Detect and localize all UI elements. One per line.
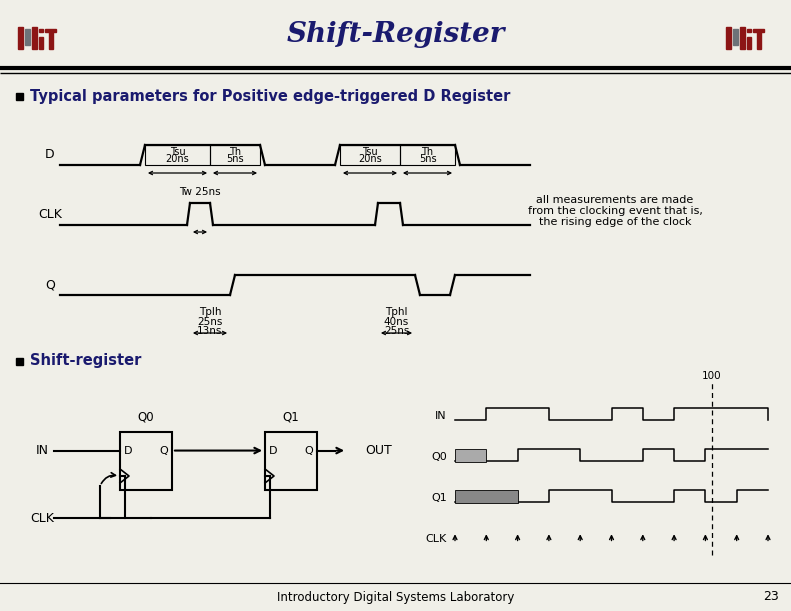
Text: Q: Q xyxy=(45,279,55,291)
Text: 20ns: 20ns xyxy=(165,154,189,164)
Text: Q: Q xyxy=(305,445,313,456)
Bar xyxy=(726,27,731,49)
Text: 5ns: 5ns xyxy=(418,154,437,164)
Text: CLK: CLK xyxy=(426,535,447,544)
Bar xyxy=(39,37,43,49)
Text: 20ns: 20ns xyxy=(358,154,382,164)
Bar xyxy=(400,145,455,165)
Text: 13ns: 13ns xyxy=(197,326,223,336)
Text: CLK: CLK xyxy=(38,208,62,222)
Text: Shift-register: Shift-register xyxy=(30,354,142,368)
Text: the rising edge of the clock: the rising edge of the clock xyxy=(539,217,691,227)
Bar xyxy=(145,145,210,165)
Text: Tsu: Tsu xyxy=(362,147,378,157)
Text: Tphl: Tphl xyxy=(385,307,407,317)
Text: 40ns: 40ns xyxy=(384,317,409,327)
Text: 100: 100 xyxy=(702,371,721,381)
Text: Q1: Q1 xyxy=(282,411,299,424)
Bar xyxy=(45,29,56,32)
Bar xyxy=(740,27,745,49)
Text: from the clocking event that is,: from the clocking event that is, xyxy=(528,206,702,216)
Text: Q1: Q1 xyxy=(431,493,447,503)
Bar xyxy=(25,29,30,45)
Text: Typical parameters for Positive edge-triggered D Register: Typical parameters for Positive edge-tri… xyxy=(30,89,510,103)
Bar xyxy=(757,31,761,49)
Bar xyxy=(753,29,764,32)
Bar xyxy=(16,358,23,365)
Text: Q: Q xyxy=(160,445,168,456)
Bar xyxy=(340,145,400,165)
Bar xyxy=(747,37,751,49)
Bar xyxy=(733,29,738,45)
Text: all measurements are made: all measurements are made xyxy=(536,195,694,205)
Text: 25ns: 25ns xyxy=(384,326,409,336)
Bar xyxy=(18,27,23,49)
Text: 23: 23 xyxy=(763,590,779,604)
Text: Q0: Q0 xyxy=(431,452,447,462)
Bar xyxy=(49,31,53,49)
Bar xyxy=(16,93,23,100)
Bar xyxy=(455,449,486,462)
Text: OUT: OUT xyxy=(365,444,392,457)
Text: Th: Th xyxy=(422,147,433,157)
Text: Introductory Digital Systems Laboratory: Introductory Digital Systems Laboratory xyxy=(277,590,514,604)
Bar xyxy=(455,490,517,503)
Text: Tw 25ns: Tw 25ns xyxy=(180,187,221,197)
Text: 25ns: 25ns xyxy=(197,317,223,327)
Text: Tsu: Tsu xyxy=(170,147,185,157)
Text: Q0: Q0 xyxy=(138,411,154,424)
Bar xyxy=(32,27,37,49)
Text: IN: IN xyxy=(36,444,48,457)
Text: IN: IN xyxy=(435,411,447,420)
Text: Shift-Register: Shift-Register xyxy=(286,21,505,48)
Text: 5ns: 5ns xyxy=(226,154,244,164)
Text: D: D xyxy=(123,445,132,456)
Text: Tplh: Tplh xyxy=(199,307,221,317)
Bar xyxy=(120,432,172,490)
Text: Th: Th xyxy=(229,147,241,157)
Bar xyxy=(747,29,751,32)
Bar xyxy=(210,145,260,165)
Bar xyxy=(265,432,317,490)
Bar xyxy=(39,29,43,32)
Text: D: D xyxy=(269,445,278,456)
Text: D: D xyxy=(45,148,55,161)
Text: CLK: CLK xyxy=(30,511,54,524)
